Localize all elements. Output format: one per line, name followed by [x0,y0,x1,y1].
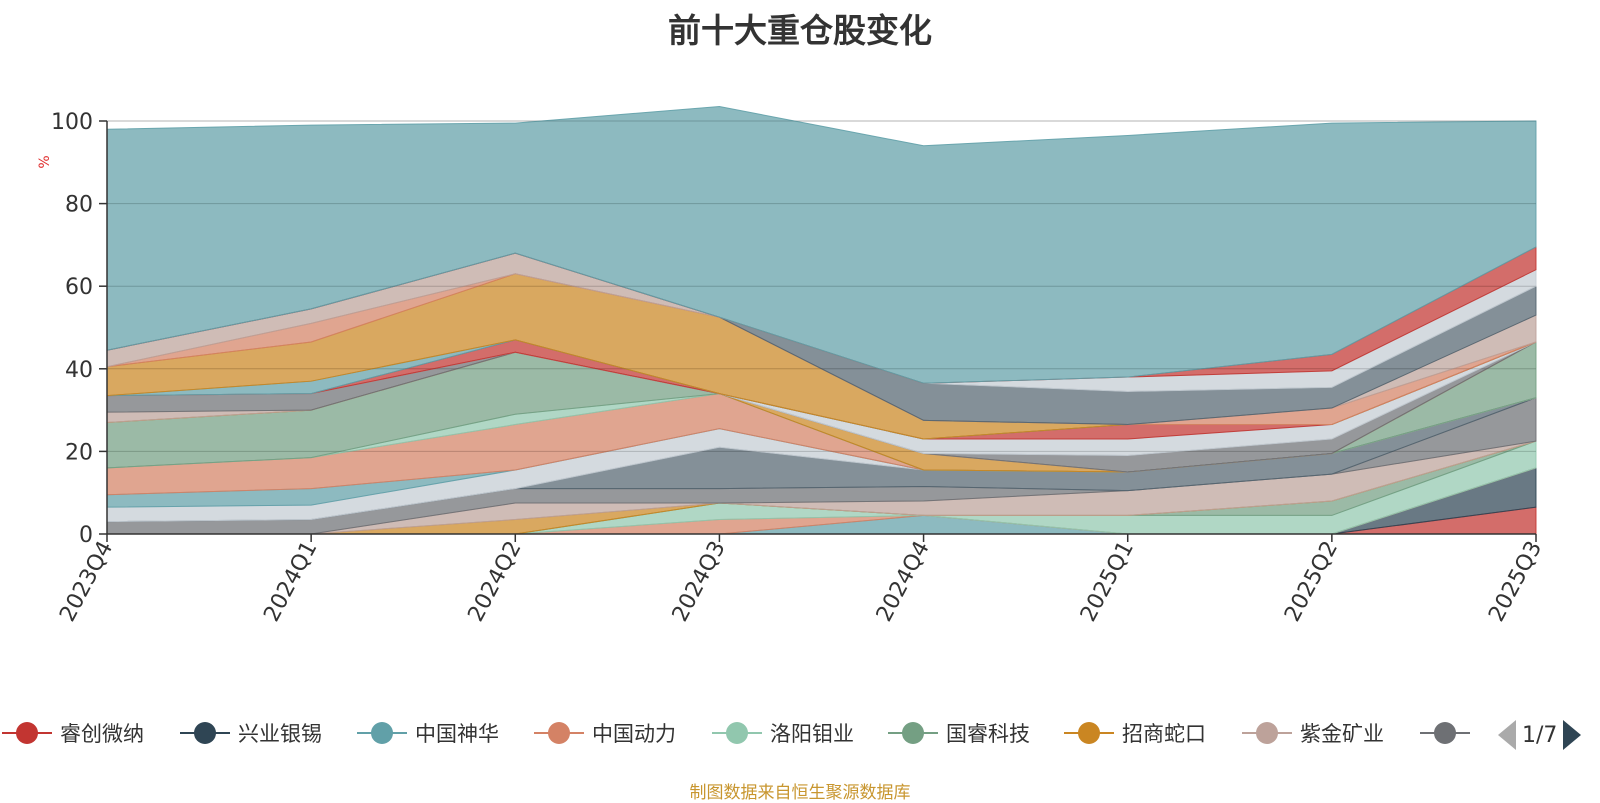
y-tick-label: 40 [65,358,93,383]
legend-item[interactable]: 紫金矿业 [1242,713,1384,753]
y-tick-label: 100 [51,110,93,135]
legend-item[interactable] [1420,713,1480,753]
legend-item[interactable]: 国睿科技 [888,713,1030,753]
x-tick-label: 2025Q1 [1076,537,1139,626]
x-tick-label: 2024Q4 [872,537,935,626]
legend-item-label: 国睿科技 [946,722,1030,746]
legend-item[interactable]: 中国动力 [534,713,676,753]
legend-marker-icon [1242,722,1292,744]
chart-title: 前十大重仓股变化 [668,11,932,50]
legend-next-arrow-icon[interactable] [1563,720,1582,750]
stacked-area-chart: 0 20 40 60 80 100% 2023Q4 2024Q1 2024Q2 2024Q3 202… [37,106,1547,626]
legend: 睿创微纳 兴业银锡 中国神华 中国动力 洛阳钼业 国睿科技 招商蛇口 紫金矿业 [0,713,1480,753]
legend-item-label: 紫金矿业 [1300,722,1384,746]
y-tick-label: 80 [65,193,93,218]
legend-marker-icon [534,722,584,744]
legend-page-number: 1/7 [1522,722,1558,748]
x-tick-label: 2024Q1 [259,537,322,626]
legend-item[interactable]: 兴业银锡 [180,713,322,753]
y-tick-label: 60 [65,275,93,300]
legend-item-label: 招商蛇口 [1122,722,1206,746]
x-tick-label: 2023Q4 [55,537,118,626]
legend-item[interactable]: 洛阳钼业 [712,713,854,753]
legend-marker-icon [1064,722,1114,744]
legend-prev-arrow-icon[interactable] [1498,720,1516,750]
legend-item-label: 睿创微纳 [60,722,144,746]
legend-item[interactable]: 招商蛇口 [1064,713,1206,753]
legend-item-label: 中国神华 [415,722,499,746]
x-tick-label: 2025Q3 [1484,537,1547,626]
x-tick-label: 2025Q2 [1280,537,1343,626]
legend-item[interactable]: 中国神华 [357,713,499,753]
legend-pager: 1/7 [1498,717,1582,753]
x-tick-label: 2024Q3 [668,537,731,626]
legend-item-label: 洛阳钼业 [770,722,854,746]
legend-item-label [1478,721,1480,745]
legend-item[interactable]: 睿创微纳 [2,713,144,753]
y-axis-label: % [37,155,53,168]
legend-item-label: 兴业银锡 [238,722,322,746]
legend-marker-icon [1420,722,1470,744]
legend-marker-icon [2,722,52,744]
legend-item-label: 中国动力 [592,722,676,746]
x-tick-label: 2024Q2 [464,537,527,626]
legend-marker-icon [888,722,938,744]
area-series [106,106,1537,384]
data-source-note: 制图数据来自恒生聚源数据库 [689,783,911,803]
y-tick-label: 0 [79,523,93,548]
legend-marker-icon [357,722,407,744]
y-tick-label: 20 [65,440,93,465]
legend-marker-icon [712,722,762,744]
legend-marker-icon [180,722,230,744]
